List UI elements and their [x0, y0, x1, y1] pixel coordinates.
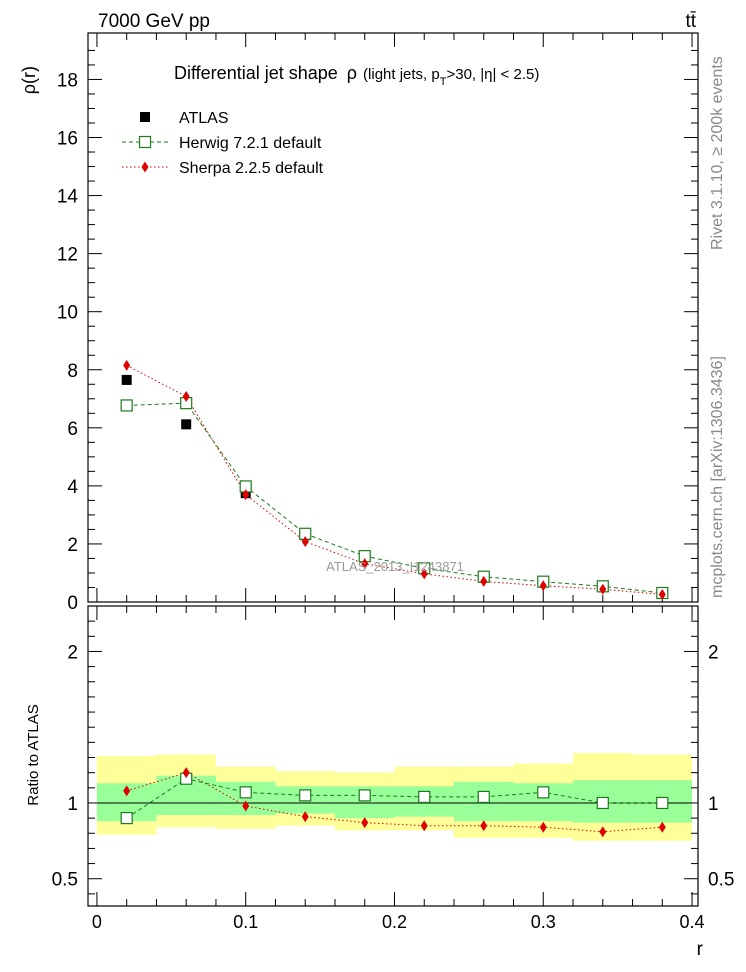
sherpa-point	[361, 558, 369, 570]
y-tick-label: 14	[57, 187, 79, 208]
sherpa-point	[182, 390, 190, 402]
title-rho: ρ	[347, 63, 357, 83]
y-tick-label-right: 1	[708, 794, 719, 815]
herwig-ratio-point	[477, 790, 490, 804]
x-axis-label: r	[697, 939, 704, 960]
sherpa-point	[539, 580, 547, 592]
sherpa-ratio-point	[539, 821, 547, 833]
sherpa-point	[301, 536, 309, 548]
title-main: Differential jet shape	[174, 63, 338, 83]
herwig-ratio-point	[239, 786, 252, 799]
y-tick-label-right: 2	[708, 642, 719, 663]
y-tick-label: 10	[57, 303, 78, 324]
ratio-y-axis-label: Ratio to ATLAS	[25, 704, 42, 805]
legend-herwig-label: Herwig 7.2.1 default	[179, 135, 322, 152]
sherpa-ratio-point	[480, 820, 488, 832]
legend-atlas-marker	[140, 112, 150, 122]
rivet-label: Rivet 3.1.10, ≥ 200k events	[709, 56, 726, 250]
herwig-ratio-point	[596, 796, 609, 810]
sherpa-ratio-point	[123, 785, 131, 797]
sherpa-point	[658, 588, 666, 600]
plot-title: Differential jet shape ρ (light jets, pT>3…	[174, 63, 539, 88]
mcplots-label: mcplots.cern.ch [arXiv:1306.3436]	[709, 356, 726, 598]
x-tick-label: 0	[92, 912, 102, 932]
atlas-point	[181, 419, 192, 430]
herwig-line	[126, 402, 663, 594]
legend-herwig-marker	[138, 135, 152, 149]
main-y-axis-label: ρ(r)	[19, 66, 39, 94]
sherpa-point	[420, 568, 428, 580]
sherpa-line	[126, 364, 663, 595]
legend-sherpa-marker	[141, 161, 149, 173]
y-tick-label-right: 0.5	[708, 870, 734, 891]
herwig-ratio-point	[299, 789, 312, 802]
sherpa-point	[480, 575, 488, 587]
legend: ATLAS Herwig 7.2.1 default Sherpa 2.2.5 de…	[122, 110, 324, 177]
title-cond-a: (light jets, p	[363, 66, 440, 83]
x-tick-label: 0.1	[233, 912, 258, 932]
herwig-ratio-line	[126, 778, 663, 819]
herwig-ratio-point	[358, 789, 371, 802]
herwig-ratio-point	[656, 796, 669, 810]
y-tick-label: 4	[67, 477, 78, 498]
x-tick-label: 0.3	[531, 912, 556, 932]
sherpa-ratio-point	[599, 826, 607, 838]
analysis-watermark: ATLAS_2013_I1243871	[326, 559, 464, 574]
sherpa-ratio-point	[301, 811, 309, 823]
y-tick-label: 6	[67, 419, 78, 440]
x-tick-label: 0.4	[680, 912, 705, 932]
y-tick-label: 2	[67, 642, 78, 663]
sherpa-point	[123, 359, 131, 371]
ratio-frame	[87, 605, 699, 907]
y-tick-label: 1	[67, 794, 78, 815]
y-tick-label: 2	[67, 535, 78, 556]
y-tick-label: 0.5	[52, 870, 78, 891]
main-panel: 0 2 4 6 8 10 12 14 16 18	[57, 32, 699, 614]
process-label: tt̄	[685, 11, 696, 32]
herwig-ratio-point	[120, 812, 133, 825]
herwig-ratio-point	[418, 790, 431, 804]
y-tick-label: 16	[57, 129, 78, 150]
atlas-point	[121, 374, 132, 385]
title-cond-sub: T	[440, 76, 447, 88]
legend-atlas-label: ATLAS	[179, 110, 229, 127]
sherpa-ratio-point	[420, 820, 428, 832]
energy-label: 7000 GeV pp	[98, 11, 210, 32]
y-tick-label: 18	[57, 70, 78, 91]
sherpa-ratio-point	[182, 767, 190, 779]
herwig-ratio-point	[537, 786, 550, 799]
title-cond-b: >30, |η| < 2.5)	[446, 66, 539, 83]
sherpa-ratio-point	[658, 821, 666, 833]
main-frame	[87, 32, 699, 603]
sherpa-ratio-point	[361, 817, 369, 829]
sherpa-point	[599, 583, 607, 595]
y-tick-label: 8	[67, 361, 78, 382]
y-tick-label: 0	[67, 593, 78, 614]
ratio-panel: 0 0.1 0.2 0.3 0.4 0.5 0.5 1 1 2 2	[52, 605, 734, 932]
sherpa-point	[242, 489, 250, 501]
legend-sherpa-label: Sherpa 2.2.5 default	[179, 160, 324, 177]
x-tick-label: 0.2	[382, 912, 407, 932]
y-tick-label: 12	[57, 245, 78, 266]
sherpa-ratio-line	[126, 772, 663, 833]
herwig-point	[120, 399, 133, 412]
sherpa-ratio-point	[242, 800, 250, 812]
